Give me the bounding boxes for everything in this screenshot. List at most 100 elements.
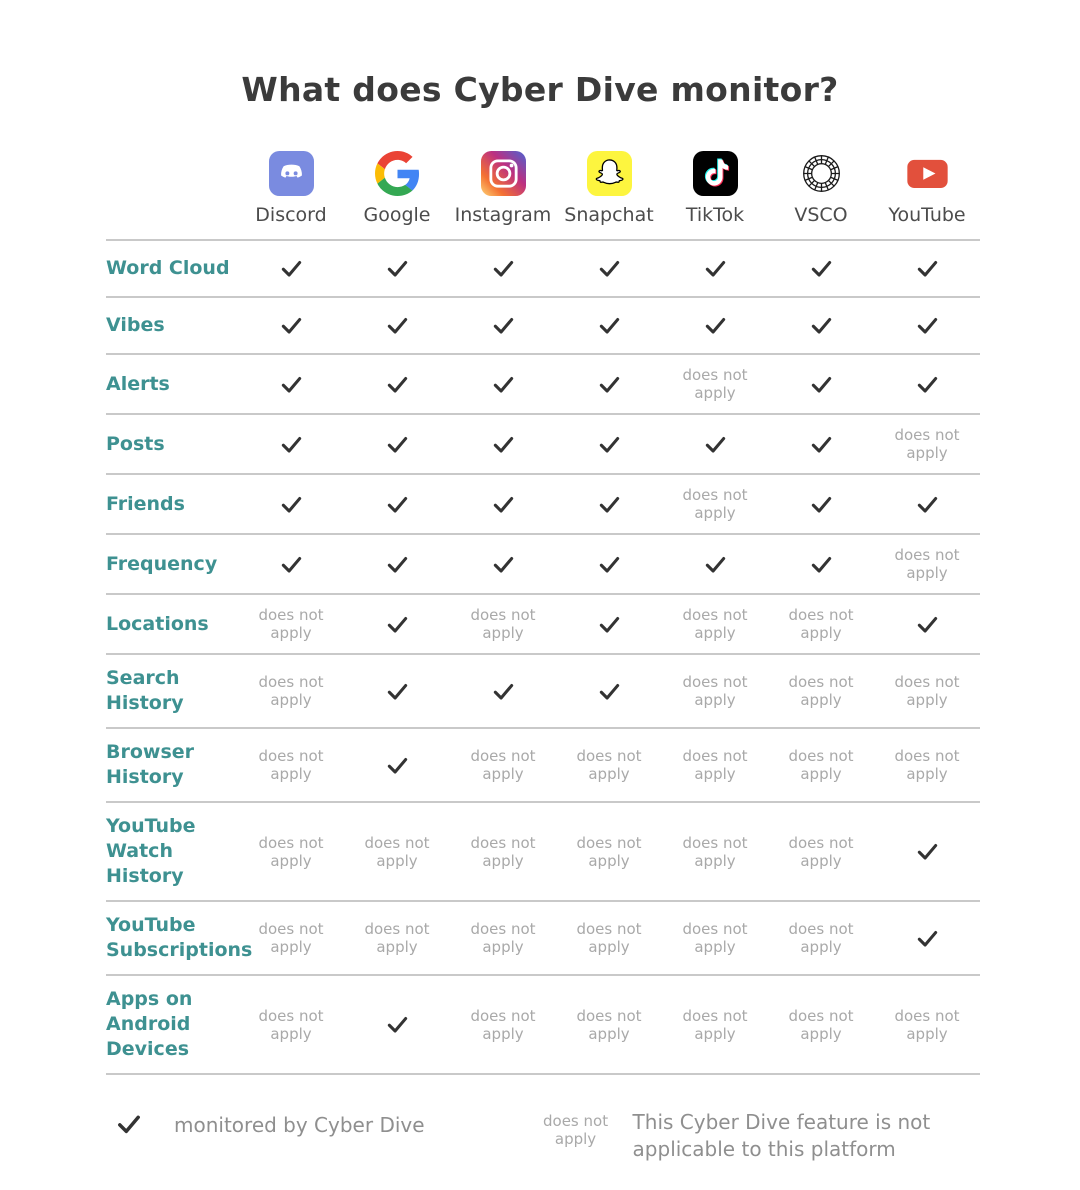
does-not-apply-text: does not apply — [682, 747, 748, 783]
platform-name: Discord — [255, 204, 327, 226]
check-icon — [768, 257, 874, 280]
check-icon — [556, 373, 662, 396]
does-not-apply-text: does not apply — [258, 673, 324, 709]
does-not-apply-text: does not apply — [258, 920, 324, 956]
does-not-apply-cell: does not apply — [874, 1007, 980, 1043]
platform-name: TikTok — [685, 204, 745, 226]
check-icon — [768, 373, 874, 396]
table-row: Friends does not apply — [106, 475, 980, 535]
does-not-apply-cell: does not apply — [662, 920, 768, 956]
check-icon — [556, 314, 662, 337]
platform-name: YouTube — [888, 204, 966, 226]
does-not-apply-cell: does not apply — [556, 834, 662, 870]
does-not-apply-cell: does not apply — [874, 426, 980, 462]
does-not-apply-text: does not apply — [682, 486, 748, 522]
legend-check-label: monitored by Cyber Dive — [174, 1113, 425, 1137]
does-not-apply-cell: does not apply — [556, 1007, 662, 1043]
does-not-apply-cell: does not apply — [556, 747, 662, 783]
check-icon — [662, 314, 768, 337]
check-icon — [662, 433, 768, 456]
platform-name: VSCO — [794, 204, 848, 226]
check-icon — [344, 433, 450, 456]
does-not-apply-text: does not apply — [788, 747, 854, 783]
does-not-apply-text: does not apply — [470, 920, 536, 956]
monitor-table: Discord Google Instagram Snapchat TikTok VSCO… — [106, 151, 980, 1075]
does-not-apply-text: does not apply — [682, 366, 748, 402]
does-not-apply-text: does not apply — [682, 833, 748, 870]
check-icon — [874, 257, 980, 280]
check-icon — [450, 493, 556, 516]
does-not-apply-cell: does not apply — [238, 606, 344, 642]
does-not-apply-text: does not apply — [788, 833, 854, 870]
does-not-apply-text: does not apply — [258, 1006, 324, 1043]
check-icon — [874, 493, 980, 516]
feature-label: Browser History — [106, 741, 195, 788]
does-not-apply-cell: does not apply — [238, 834, 344, 870]
table-row: Word Cloud — [106, 241, 980, 298]
table-row: YouTube Watch History does not apply does … — [106, 803, 980, 902]
does-not-apply-cell: does not apply — [874, 673, 980, 709]
check-icon — [344, 754, 450, 777]
legend: monitored by Cyber Dive does not apply T… — [116, 1109, 1080, 1163]
check-icon — [344, 680, 450, 703]
does-not-apply-text: does not apply — [576, 833, 642, 870]
feature-label: Locations — [106, 612, 209, 635]
platform-name: Google — [363, 204, 431, 226]
does-not-apply-text: does not apply — [788, 1006, 854, 1043]
does-not-apply-text: does not apply — [364, 833, 430, 870]
check-icon — [662, 553, 768, 576]
does-not-apply-text: does not apply — [258, 833, 324, 870]
platform-column-header: Instagram — [450, 151, 556, 226]
does-not-apply-cell: does not apply — [768, 920, 874, 956]
does-not-apply-cell: does not apply — [450, 606, 556, 642]
does-not-apply-cell: does not apply — [662, 366, 768, 402]
feature-rows: Word Cloud Vibes Alerts does not apply Posts… — [106, 241, 980, 1075]
table-row: Posts does not apply — [106, 415, 980, 475]
does-not-apply-text: does not apply — [576, 1006, 642, 1043]
does-not-apply-text: does not apply — [788, 920, 854, 956]
check-icon — [344, 257, 450, 280]
check-icon — [450, 680, 556, 703]
platform-header-row: Discord Google Instagram Snapchat TikTok VSCO… — [106, 151, 980, 241]
check-icon — [768, 553, 874, 576]
platform-column-header: Snapchat — [556, 151, 662, 226]
does-not-apply-cell: does not apply — [874, 747, 980, 783]
feature-label: Word Cloud — [106, 257, 230, 279]
does-not-apply-text: does not apply — [788, 673, 854, 709]
check-icon — [450, 553, 556, 576]
check-icon — [450, 257, 556, 280]
does-not-apply-text: does not apply — [894, 747, 960, 783]
check-icon — [556, 680, 662, 703]
check-icon — [238, 373, 344, 396]
does-not-apply-text: does not apply — [258, 606, 324, 642]
tiktok-icon — [692, 151, 738, 196]
does-not-apply-cell: does not apply — [662, 834, 768, 870]
does-not-apply-cell: does not apply — [344, 920, 450, 956]
check-icon — [344, 1013, 450, 1036]
check-icon — [874, 613, 980, 636]
check-icon — [238, 493, 344, 516]
platform-column-header: TikTok — [662, 151, 768, 226]
legend-na-sample: does not apply — [543, 1112, 609, 1148]
does-not-apply-cell: does not apply — [450, 834, 556, 870]
check-icon — [556, 613, 662, 636]
does-not-apply-text: does not apply — [576, 747, 642, 783]
feature-label: YouTube Subscriptions — [106, 914, 253, 961]
does-not-apply-text: does not apply — [470, 747, 536, 783]
check-icon — [768, 493, 874, 516]
header-spacer — [106, 151, 238, 226]
check-icon — [556, 493, 662, 516]
table-row: Browser History does not apply does not ap… — [106, 729, 980, 803]
instagram-icon — [480, 151, 526, 196]
platform-column-header: Discord — [238, 151, 344, 226]
feature-label: Friends — [106, 492, 185, 515]
check-icon — [556, 257, 662, 280]
does-not-apply-cell: does not apply — [238, 1007, 344, 1043]
platform-column-header: YouTube — [874, 151, 980, 226]
does-not-apply-text: does not apply — [258, 747, 324, 783]
feature-label: Alerts — [106, 372, 170, 395]
does-not-apply-cell: does not apply — [768, 1007, 874, 1043]
table-row: Apps on Android Devices does not apply doe… — [106, 976, 980, 1075]
does-not-apply-cell: does not apply — [874, 546, 980, 582]
does-not-apply-text: does not apply — [682, 920, 748, 956]
